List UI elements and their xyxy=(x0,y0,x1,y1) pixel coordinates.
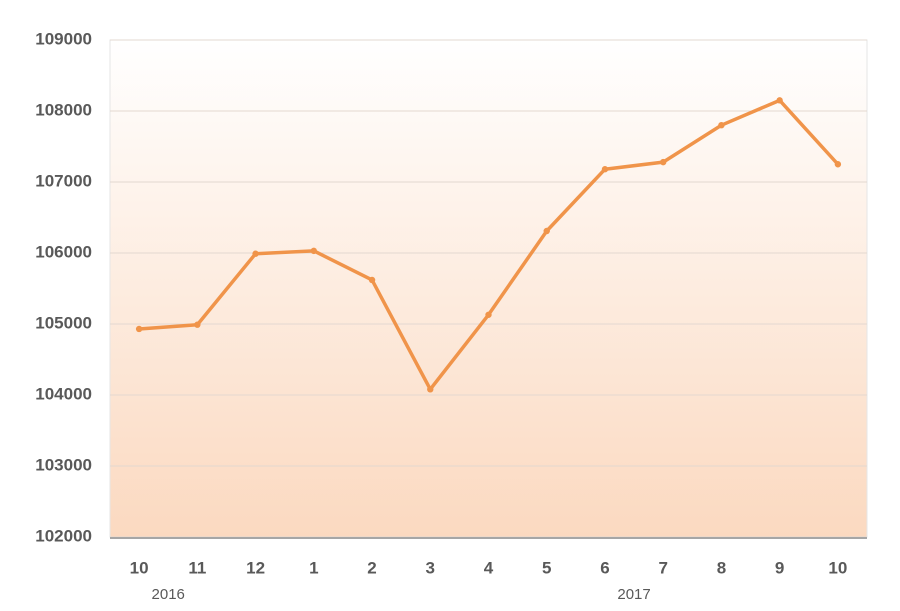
x-tick-label: 2 xyxy=(367,558,376,577)
x-tick-label: 1 xyxy=(309,558,318,577)
x-tick-label: 3 xyxy=(426,558,435,577)
y-tick-label: 103000 xyxy=(35,455,92,474)
data-point xyxy=(659,158,667,166)
y-tick-label: 106000 xyxy=(35,242,92,261)
y-tick-label: 105000 xyxy=(35,313,92,332)
data-point xyxy=(834,161,842,168)
x-tick-label: 11 xyxy=(188,558,206,577)
grid xyxy=(110,39,867,538)
data-point xyxy=(601,166,609,173)
x-tick-label: 7 xyxy=(658,558,667,577)
data-point xyxy=(310,247,318,255)
y-tick-label: 102000 xyxy=(35,526,92,545)
x-tick-label: 8 xyxy=(717,558,726,577)
data-point xyxy=(252,250,259,257)
y-tick-label: 109000 xyxy=(35,29,92,48)
x-tick-label: 10 xyxy=(130,558,149,577)
data-point xyxy=(194,321,201,328)
y-tick-label: 108000 xyxy=(35,100,92,119)
x-tick-label: 10 xyxy=(828,558,847,577)
x-group-label: 2017 xyxy=(617,586,650,603)
x-tick-label: 4 xyxy=(484,558,494,577)
data-point xyxy=(368,276,376,284)
plot-area xyxy=(109,39,868,538)
data-point xyxy=(776,97,783,104)
x-tick-label: 5 xyxy=(542,558,551,577)
layer: 102000 103000 104000 105000 106000 107000 1080… xyxy=(35,29,847,602)
data-point xyxy=(427,386,434,393)
data-point xyxy=(718,122,725,129)
x-group-label: 2016 xyxy=(152,586,185,603)
x-tick-label: 12 xyxy=(246,558,265,577)
data-point xyxy=(135,325,143,333)
y-tick-label: 104000 xyxy=(35,384,92,403)
x-tick-label: 9 xyxy=(775,558,784,577)
data-point xyxy=(543,227,550,235)
x-tick-label: 6 xyxy=(600,558,609,577)
y-tick-label: 107000 xyxy=(35,171,92,190)
data-point xyxy=(485,311,492,318)
